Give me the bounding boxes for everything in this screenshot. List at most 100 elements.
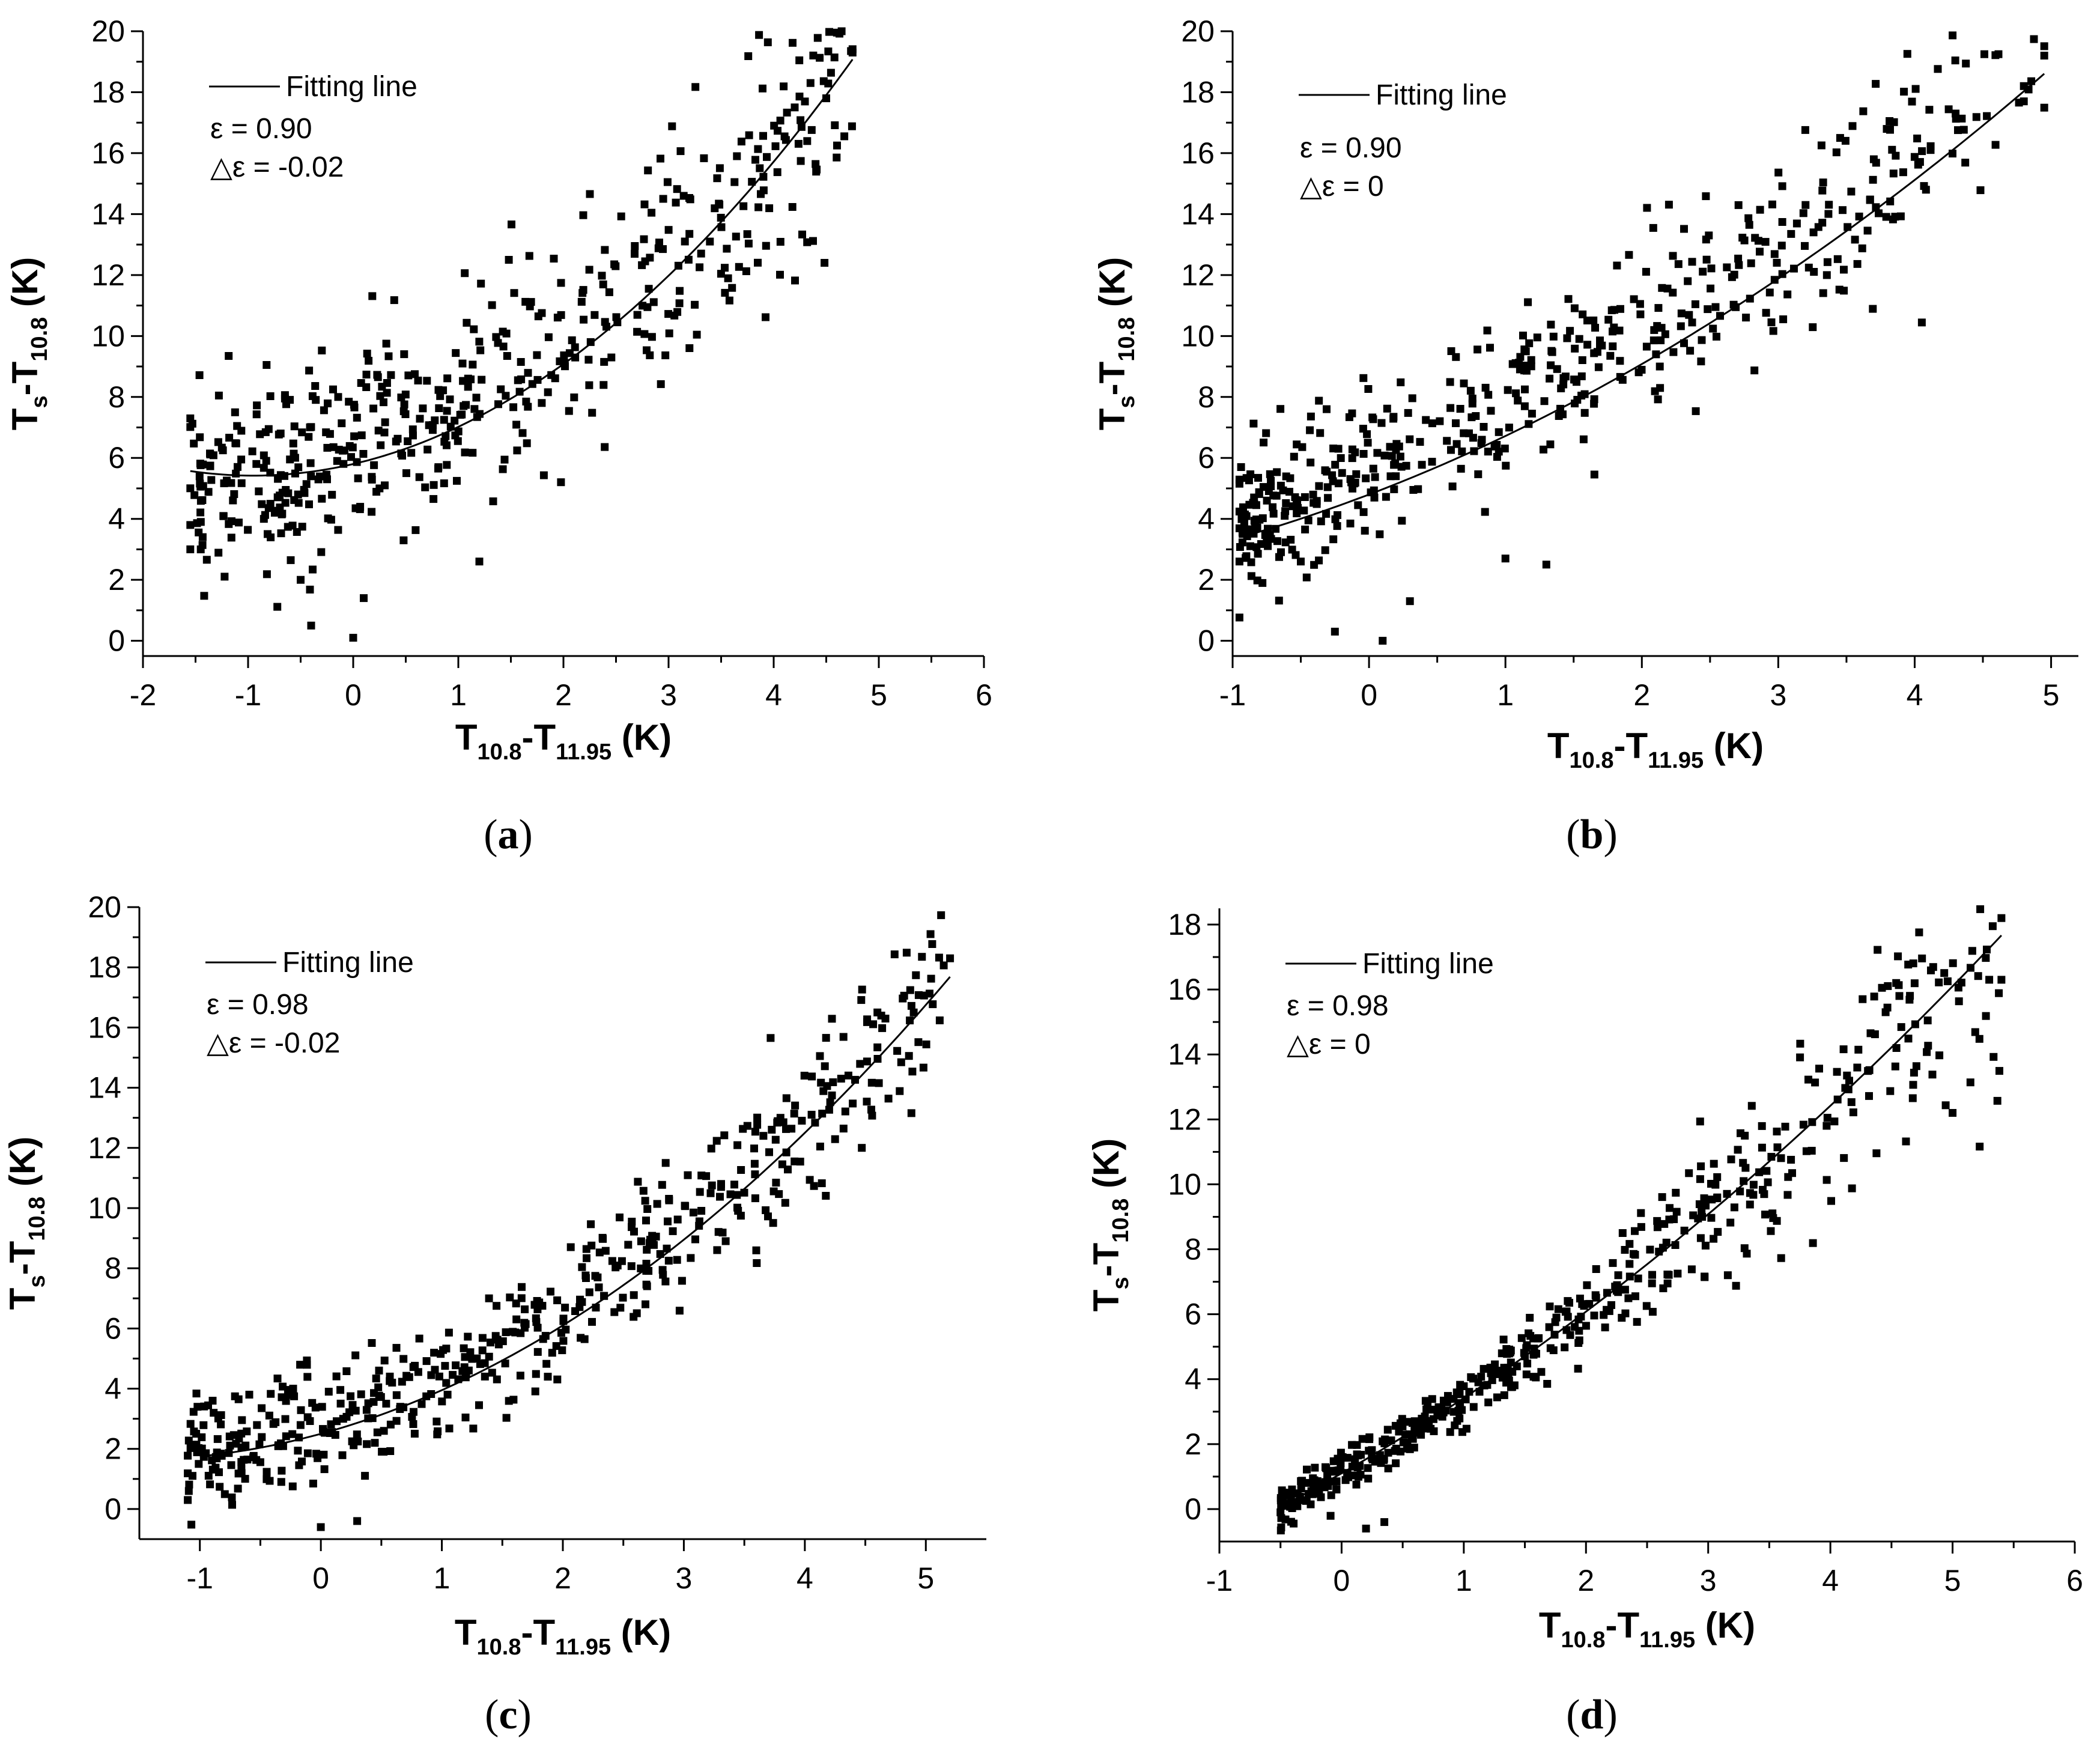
data-point [439, 1346, 448, 1354]
data-point [919, 1063, 927, 1072]
data-point [1770, 250, 1779, 258]
data-point [659, 1271, 667, 1279]
data-point [605, 288, 613, 296]
data-point [533, 351, 541, 359]
data-point [1665, 201, 1673, 209]
data-point [278, 1466, 286, 1475]
data-point [288, 1430, 297, 1438]
data-point [1750, 366, 1759, 375]
data-point [825, 28, 833, 36]
data-point [599, 280, 607, 288]
data-point [577, 1334, 585, 1342]
data-point [345, 1408, 354, 1417]
data-point [1278, 1493, 1286, 1501]
data-point [1723, 1189, 1731, 1198]
data-point [1492, 1367, 1501, 1375]
data-point [204, 1472, 213, 1480]
data-point [724, 274, 732, 282]
data-point [1419, 1420, 1427, 1428]
data-point [476, 410, 484, 418]
data-point [751, 1194, 759, 1203]
data-point [1756, 205, 1764, 214]
data-point [461, 1373, 470, 1382]
data-point [1613, 261, 1621, 270]
data-point [593, 1273, 602, 1281]
data-point [1869, 175, 1877, 184]
data-point [1504, 386, 1512, 394]
data-point [1247, 572, 1255, 580]
data-point [1935, 978, 1943, 986]
data-point [1847, 187, 1856, 196]
data-point [1533, 333, 1541, 342]
data-point [386, 1447, 395, 1455]
data-point [1237, 463, 1245, 471]
data-point [929, 1000, 937, 1009]
data-point [1363, 430, 1371, 439]
data-point [373, 1428, 381, 1436]
y-tick-label: 10 [1168, 1167, 1201, 1201]
data-point [791, 276, 799, 285]
data-point [676, 147, 685, 156]
data-point [908, 1068, 917, 1076]
data-point [1563, 334, 1571, 342]
x-tick-label: 4 [765, 678, 782, 712]
data-point [643, 346, 651, 354]
data-point [1865, 1092, 1873, 1100]
data-point [538, 1302, 547, 1310]
data-point [297, 1406, 305, 1414]
data-point [1332, 1485, 1341, 1493]
data-point [1648, 1308, 1657, 1316]
data-point [487, 1338, 494, 1347]
data-point [350, 432, 359, 440]
data-point [267, 1390, 275, 1398]
data-point [1332, 1466, 1341, 1475]
data-point [763, 153, 771, 161]
data-point [1799, 1120, 1807, 1129]
data-point [801, 97, 809, 106]
data-point [1403, 1439, 1412, 1447]
data-point [663, 178, 672, 186]
data-point [409, 1420, 417, 1428]
data-point [502, 1414, 511, 1422]
data-point [1501, 445, 1509, 453]
data-point [1384, 1448, 1392, 1457]
y-tick-label: 6 [108, 441, 125, 475]
data-point [1470, 447, 1478, 455]
data-point [1236, 543, 1244, 551]
data-point [1337, 1448, 1345, 1457]
data-point [557, 279, 565, 287]
data-point [788, 1125, 796, 1133]
data-point [368, 292, 377, 300]
data-point [401, 390, 410, 399]
data-point [1912, 1062, 1920, 1071]
data-point [184, 1496, 192, 1504]
data-point [708, 1181, 716, 1189]
data-point [1348, 409, 1356, 418]
data-point [291, 454, 299, 462]
data-point [494, 400, 502, 409]
data-point [1386, 443, 1394, 451]
annotation: ε = 0.90 [1300, 132, 1402, 164]
data-point [1648, 1271, 1656, 1279]
data-point [1883, 1003, 1892, 1012]
data-point [867, 1078, 876, 1087]
data-point [1709, 324, 1717, 333]
data-point [1306, 1500, 1315, 1508]
data-point [381, 418, 389, 427]
data-point [422, 1392, 431, 1400]
data-point [939, 961, 948, 970]
data-point [723, 245, 731, 253]
data-point [469, 360, 477, 369]
data-point [1882, 213, 1890, 221]
data-point [557, 478, 565, 487]
data-point [204, 1401, 212, 1409]
data-point [415, 473, 423, 481]
data-point [769, 1219, 777, 1227]
x-tick-label: 1 [1497, 678, 1514, 712]
data-point [737, 138, 745, 146]
data-point [1959, 126, 1968, 134]
data-point [1904, 1034, 1913, 1043]
data-point [808, 1072, 816, 1081]
data-point [281, 499, 290, 507]
data-point [422, 1357, 431, 1366]
